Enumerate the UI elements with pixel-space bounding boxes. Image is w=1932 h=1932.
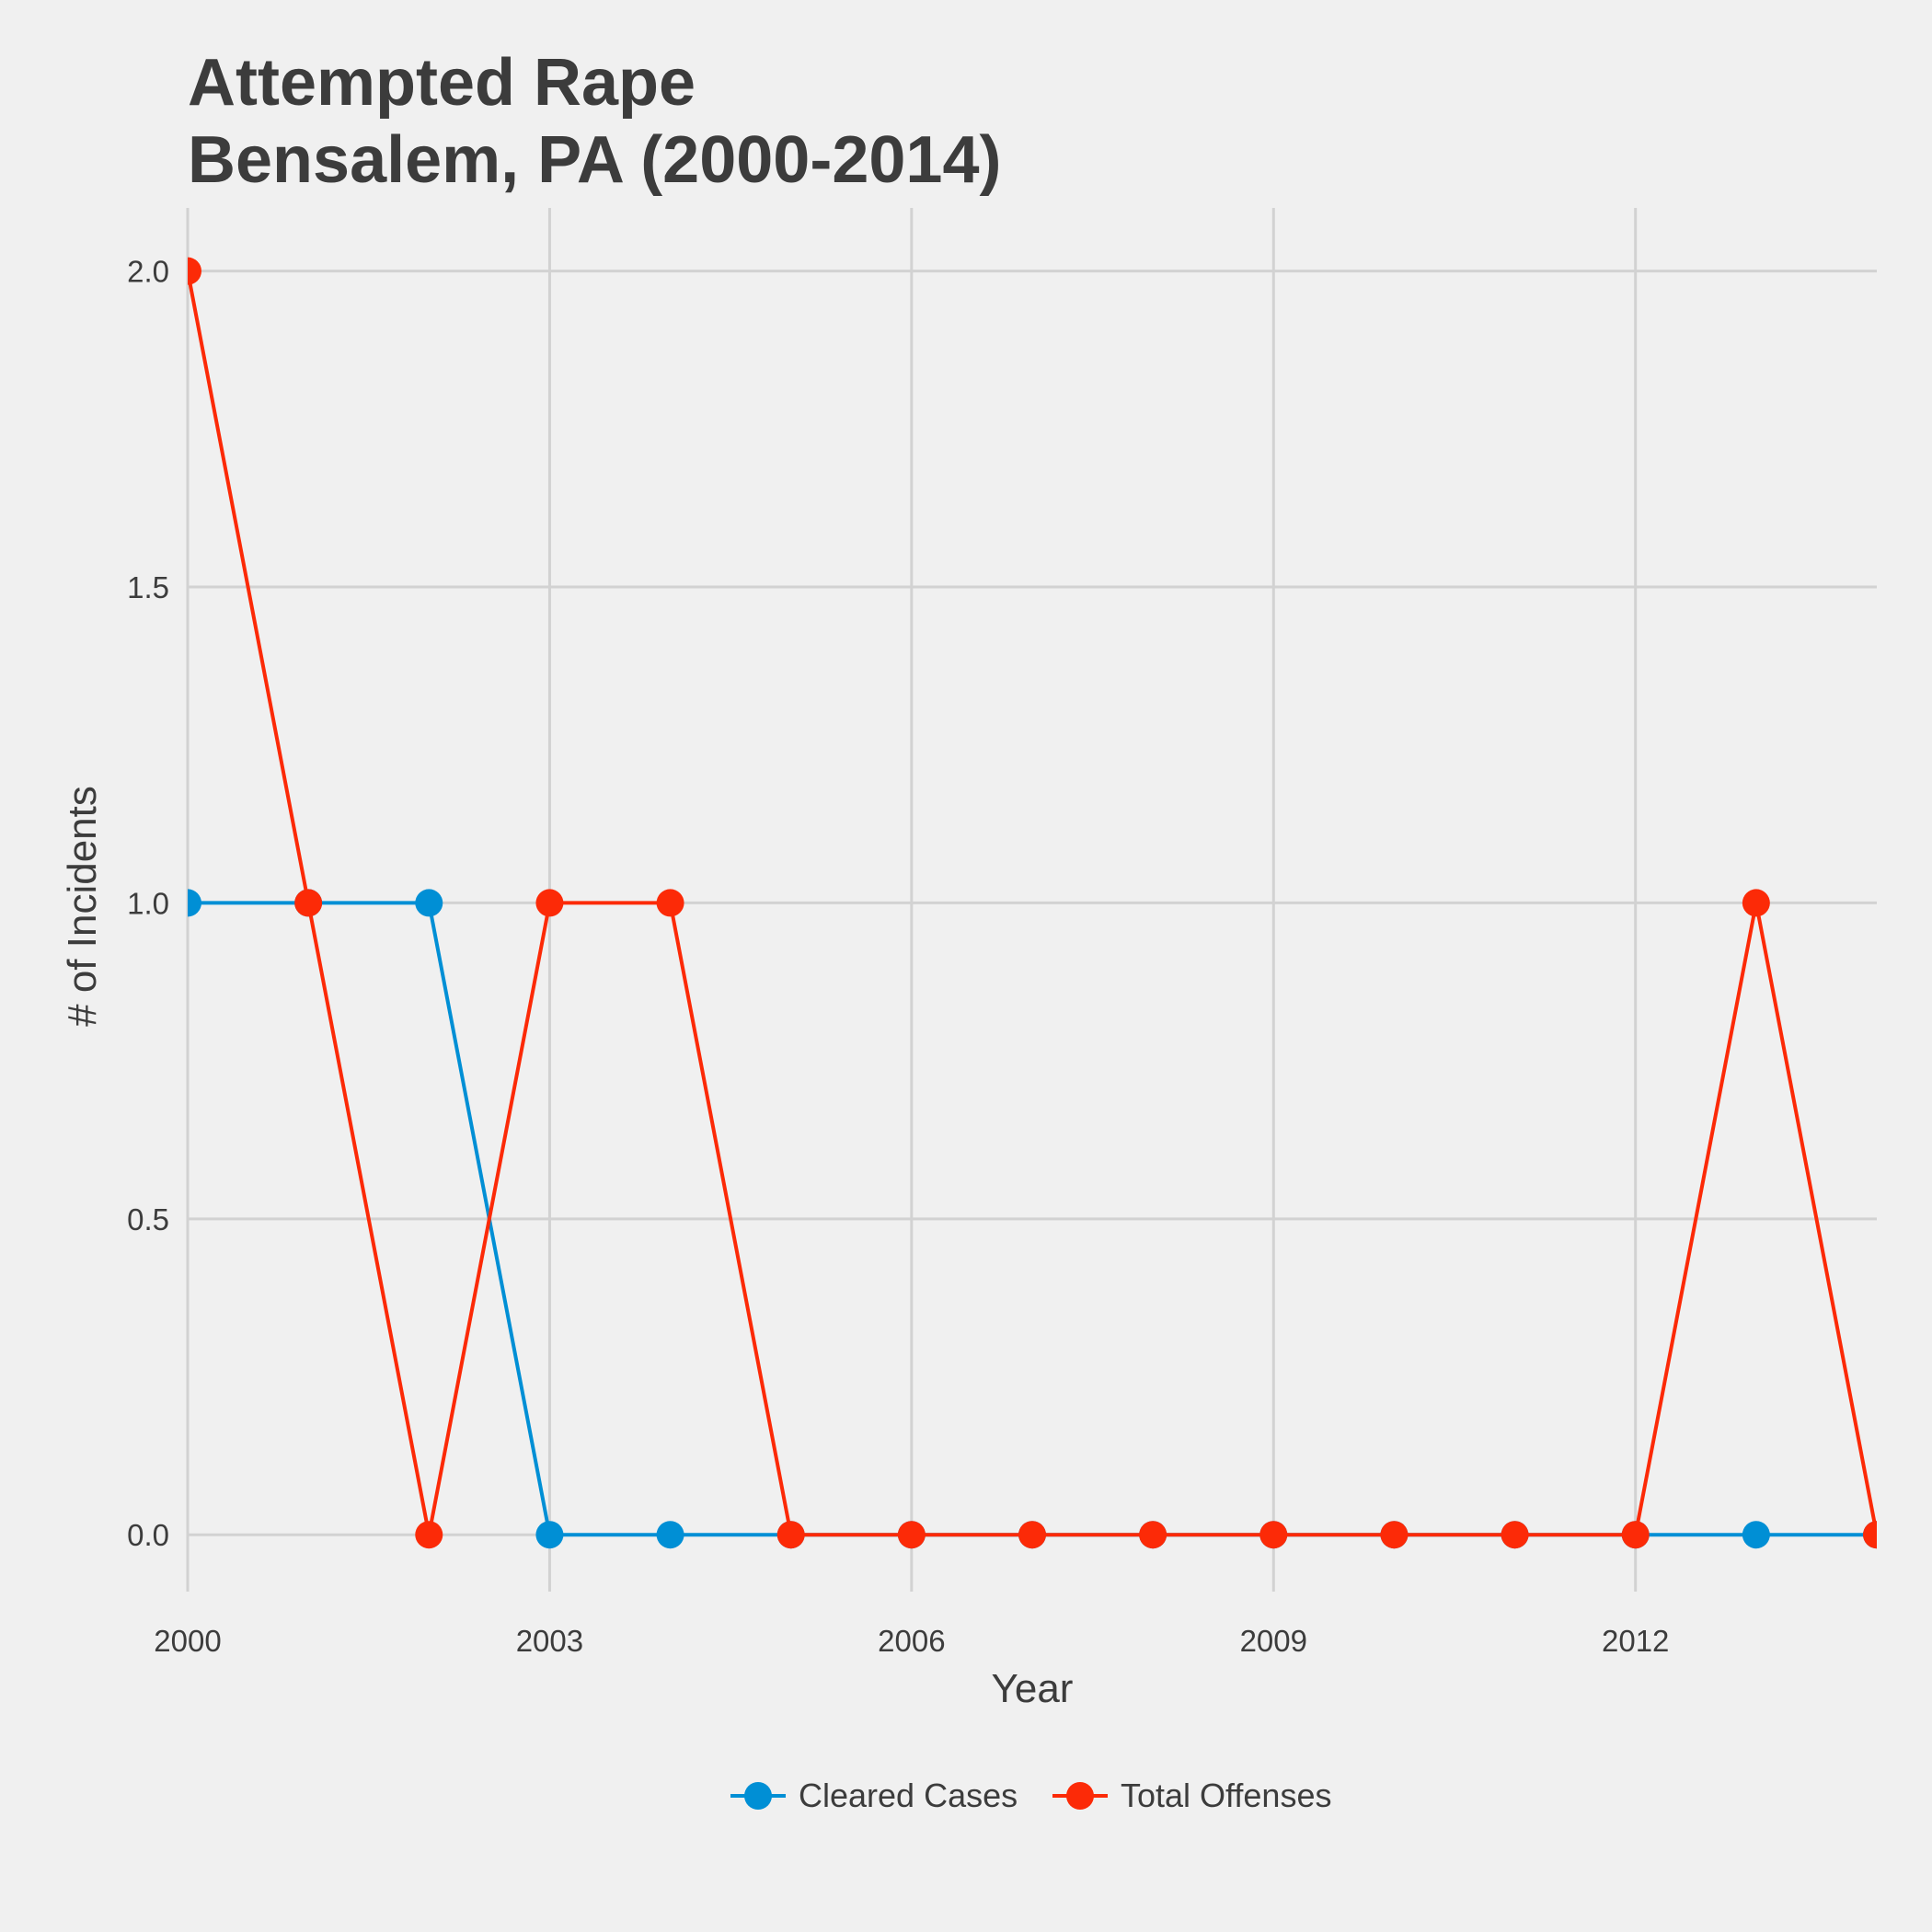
x-tick-label: 2000 xyxy=(154,1624,221,1658)
data-point-total-offenses xyxy=(1742,889,1770,917)
data-point-cleared-cases xyxy=(188,889,201,917)
series-total-offenses xyxy=(188,257,1877,1549)
y-tick-label: 0.5 xyxy=(127,1202,169,1236)
legend-item-total-offenses: Total Offenses xyxy=(1052,1777,1331,1814)
y-tick-label: 2.0 xyxy=(127,255,169,289)
series-lines xyxy=(188,257,1877,1549)
legend-label-total-offenses: Total Offenses xyxy=(1121,1777,1331,1814)
data-point-total-offenses xyxy=(1018,1521,1046,1549)
legend-item-cleared-cases: Cleared Cases xyxy=(730,1777,1018,1814)
chart-title-line-2: Bensalem, PA (2000-2014) xyxy=(188,123,1001,197)
data-point-total-offenses xyxy=(415,1521,443,1549)
legend-label-cleared-cases: Cleared Cases xyxy=(799,1777,1018,1814)
data-point-cleared-cases xyxy=(535,1521,564,1549)
x-axis-label: Year xyxy=(992,1666,1074,1711)
tick-labels: 0.0 0.5 1.0 1.5 2.0 2000 2003 2006 2009 2012 xyxy=(127,255,1669,1658)
y-tick-label: 1.5 xyxy=(127,570,169,604)
x-tick-label: 2006 xyxy=(878,1624,945,1658)
chart-title-line-1: Attempted Rape xyxy=(188,46,696,120)
data-point-total-offenses xyxy=(1380,1521,1409,1549)
legend: Cleared Cases Total Offenses xyxy=(730,1777,1331,1814)
data-point-cleared-cases xyxy=(656,1521,684,1549)
data-point-total-offenses xyxy=(188,257,201,285)
data-point-cleared-cases xyxy=(1742,1521,1770,1549)
legend-marker-total-offenses xyxy=(1066,1782,1094,1810)
data-point-cleared-cases xyxy=(415,889,443,917)
y-tick-label: 1.0 xyxy=(127,886,169,920)
y-tick-label: 0.0 xyxy=(127,1518,169,1552)
data-point-total-offenses xyxy=(1501,1521,1529,1549)
data-point-total-offenses xyxy=(1259,1521,1288,1549)
data-point-total-offenses xyxy=(656,889,684,917)
x-tick-label: 2012 xyxy=(1602,1624,1669,1658)
x-tick-label: 2009 xyxy=(1240,1624,1307,1658)
data-point-total-offenses xyxy=(1863,1521,1877,1549)
x-tick-label: 2003 xyxy=(516,1624,583,1658)
y-axis-label: # of Incidents xyxy=(60,786,105,1027)
data-point-total-offenses xyxy=(294,889,323,917)
data-point-total-offenses xyxy=(897,1521,926,1549)
data-point-total-offenses xyxy=(1621,1521,1650,1549)
data-point-total-offenses xyxy=(1139,1521,1167,1549)
legend-marker-cleared-cases xyxy=(744,1782,772,1810)
data-point-total-offenses xyxy=(776,1521,805,1549)
data-point-total-offenses xyxy=(535,889,564,917)
